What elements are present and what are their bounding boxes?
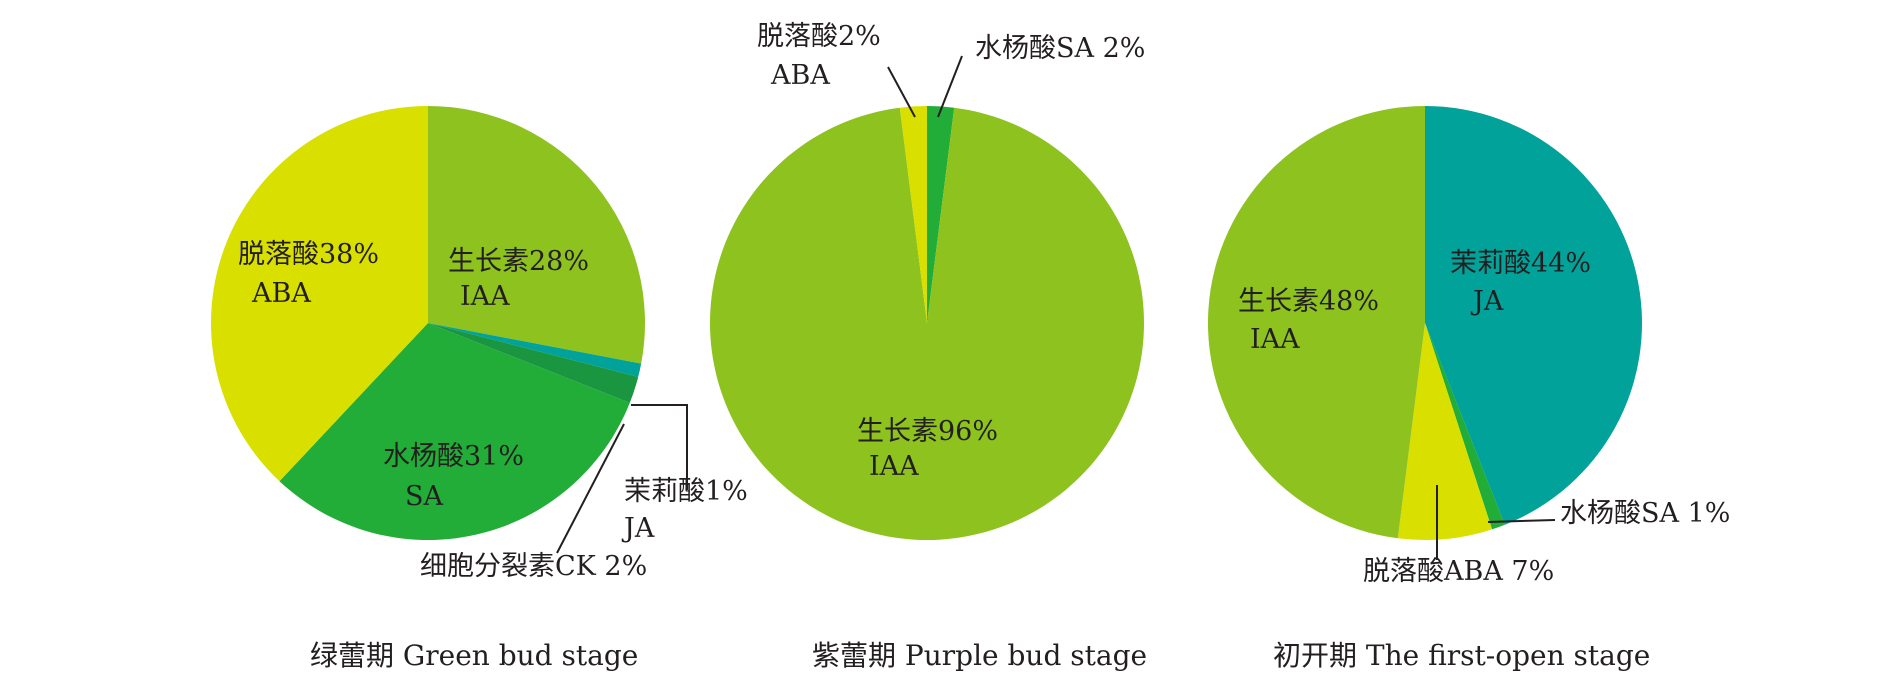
leader-line-sa bbox=[937, 55, 963, 118]
label-ja-percent: 茉莉酸1% bbox=[624, 476, 748, 507]
pie-slice-aba bbox=[210, 105, 428, 482]
label-sa: 水杨酸SA 2% bbox=[975, 33, 1145, 64]
label-sa-percent: 水杨酸31% bbox=[383, 441, 524, 472]
chart-title: 紫蕾期 Purple bud stage bbox=[812, 639, 1147, 672]
leader-line-aba bbox=[887, 66, 916, 118]
label-iaa-abbr: IAA bbox=[460, 281, 510, 312]
label-iaa-percent: 生长素48% bbox=[1238, 286, 1379, 317]
chart-title: 绿蕾期 Green bud stage bbox=[310, 639, 638, 672]
leader-line-ck bbox=[556, 423, 625, 554]
label-aba: 脱落酸ABA 7% bbox=[1363, 556, 1554, 587]
label-aba-abbr: ABA bbox=[251, 278, 311, 309]
pie-green-bud-stage: 生长素28% IAA 茉莉酸1% JA 细胞分裂素CK 2% 水杨酸31% SA… bbox=[210, 105, 748, 672]
pie-slice-sa bbox=[1425, 323, 1505, 530]
chart-title: 初开期 The first-open stage bbox=[1273, 639, 1650, 672]
label-aba-percent: 脱落酸2% bbox=[757, 21, 881, 52]
label-iaa-abbr: IAA bbox=[869, 451, 919, 482]
label-ja-percent: 茉莉酸44% bbox=[1450, 248, 1591, 279]
pie-slice-sa bbox=[279, 323, 630, 541]
label-sa-abbr: SA bbox=[405, 481, 443, 512]
pie-slice-iaa bbox=[428, 106, 646, 364]
label-ja-abbr: JA bbox=[621, 513, 655, 544]
pie-first-open-stage: 茉莉酸44% JA 水杨酸SA 1% 脱落酸ABA 7% 生长素48% IAA … bbox=[1207, 105, 1730, 672]
label-ja-abbr: JA bbox=[1470, 286, 1504, 317]
pie-slice-sa bbox=[927, 106, 955, 323]
pie-slice-iaa bbox=[709, 107, 1144, 540]
label-iaa-percent: 生长素96% bbox=[857, 416, 998, 447]
label-ck: 细胞分裂素CK 2% bbox=[420, 551, 647, 582]
pie-slice-aba bbox=[899, 105, 927, 323]
pie-slice-ck bbox=[428, 323, 639, 403]
pie-purple-bud-stage: 水杨酸SA 2% 生长素96% IAA 脱落酸2% ABA 紫蕾期 Purple… bbox=[709, 21, 1147, 672]
pie-slice-ja bbox=[428, 323, 642, 377]
pie-slice-aba bbox=[1397, 323, 1493, 541]
leader-line-ja bbox=[631, 404, 688, 490]
pie-slice-iaa bbox=[1207, 105, 1425, 539]
label-aba-percent: 脱落酸38% bbox=[238, 239, 379, 270]
label-iaa-abbr: IAA bbox=[1250, 324, 1300, 355]
leader-line-sa bbox=[1487, 519, 1556, 523]
pie-slice-ja bbox=[1425, 106, 1642, 525]
label-aba-abbr: ABA bbox=[770, 60, 830, 91]
label-sa: 水杨酸SA 1% bbox=[1560, 498, 1730, 529]
label-iaa-percent: 生长素28% bbox=[448, 246, 589, 277]
